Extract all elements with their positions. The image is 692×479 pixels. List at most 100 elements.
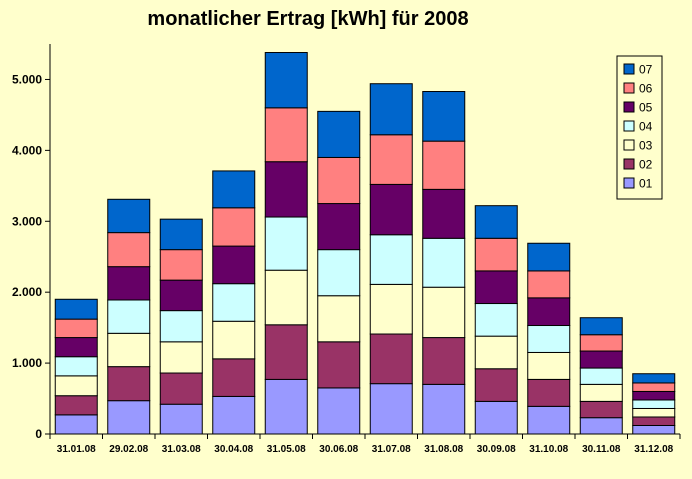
bar-segment-07 — [212, 170, 256, 209]
bar-segment-05 — [474, 270, 518, 305]
y-tick-label: 3.000 — [12, 214, 42, 228]
bar-segment-03 — [264, 269, 308, 326]
bar-segment-03 — [317, 295, 361, 343]
bar-segment-04 — [212, 283, 256, 322]
bar-segment-04 — [527, 325, 571, 353]
y-tick-label: 5.000 — [12, 72, 42, 86]
bar-segment-04 — [54, 356, 98, 377]
bar-segment-06 — [422, 140, 466, 190]
bar-segment-04 — [264, 216, 308, 271]
bar-segment-01 — [317, 387, 361, 435]
bar-segment-02 — [54, 395, 98, 416]
bar-segment-06 — [579, 334, 623, 352]
bar-segment-02 — [264, 324, 308, 380]
bar-segment-07 — [54, 298, 98, 320]
bar-segment-01 — [579, 417, 623, 435]
bar-segment-03 — [579, 383, 623, 402]
legend-swatch-06 — [623, 82, 635, 94]
bar-segment-03 — [369, 283, 413, 335]
bar-segment-05 — [527, 297, 571, 327]
x-tick-label: 31.01.08 — [57, 444, 96, 455]
legend-swatch-07 — [623, 63, 635, 75]
bar-segment-03 — [54, 375, 98, 397]
bar-segment-06 — [317, 156, 361, 205]
bar-segment-01 — [369, 383, 413, 435]
bar-segment-01 — [212, 395, 256, 435]
bar-segment-03 — [159, 341, 203, 374]
bar-segment-07 — [264, 52, 308, 109]
bar-segment-07 — [579, 317, 623, 336]
bar-segment-07 — [474, 205, 518, 239]
bar-segment-02 — [632, 416, 676, 426]
bar-segment-01 — [527, 405, 571, 435]
bar-segment-04 — [422, 237, 466, 288]
bar-segment-03 — [212, 320, 256, 360]
legend-swatch-04 — [623, 120, 635, 132]
bar-segment-03 — [474, 335, 518, 370]
bar-segment-02 — [159, 372, 203, 405]
bar-segment-06 — [369, 134, 413, 185]
x-tick-label: 29.02.08 — [109, 444, 148, 455]
legend-label-04: 04 — [639, 120, 653, 134]
bar-segment-05 — [317, 203, 361, 251]
legend-swatch-05 — [623, 101, 635, 113]
y-tick-label: 2.000 — [12, 285, 42, 299]
bar-segment-02 — [212, 358, 256, 397]
x-tick-label: 31.07.08 — [372, 444, 411, 455]
bar-segment-05 — [422, 188, 466, 239]
bar-segment-04 — [632, 399, 676, 409]
bar-segment-01 — [632, 424, 676, 435]
bar-segment-01 — [107, 400, 151, 435]
legend-swatch-01 — [623, 177, 635, 189]
bar-segment-04 — [369, 234, 413, 285]
bar-segment-05 — [369, 183, 413, 236]
bar-segment-04 — [317, 249, 361, 297]
bar-segment-02 — [107, 366, 151, 402]
bar-segment-06 — [632, 382, 676, 392]
bar-segment-07 — [107, 198, 151, 234]
bar-segment-03 — [632, 407, 676, 418]
bar-segment-01 — [159, 403, 203, 435]
bar-segment-05 — [632, 390, 676, 401]
x-tick-label: 30.11.08 — [582, 444, 621, 455]
x-tick-label: 31.08.08 — [424, 444, 463, 455]
bar-segment-05 — [579, 350, 623, 369]
bar-segment-07 — [317, 110, 361, 158]
legend-label-06: 06 — [639, 82, 653, 96]
bar-segment-01 — [474, 400, 518, 435]
bar-segment-06 — [159, 249, 203, 281]
bar-segment-05 — [159, 279, 203, 312]
x-tick-label: 31.10.08 — [529, 444, 568, 455]
legend-label-05: 05 — [639, 101, 653, 115]
legend-label-02: 02 — [639, 158, 653, 172]
bar-segment-07 — [369, 83, 413, 136]
x-tick-label: 31.05.08 — [267, 444, 306, 455]
bar-segment-05 — [212, 245, 256, 285]
bar-segment-05 — [107, 266, 151, 301]
bar-segment-02 — [474, 368, 518, 402]
bar-segment-02 — [317, 341, 361, 389]
bar-segment-06 — [264, 107, 308, 163]
bar-segment-07 — [422, 91, 466, 142]
chart-title: monatlicher Ertrag [kWh] für 2008 — [147, 8, 469, 30]
bar-segment-06 — [54, 318, 98, 339]
bar-segment-07 — [632, 373, 676, 384]
y-tick-label: 4.000 — [12, 143, 42, 157]
legend-label-07: 07 — [639, 63, 653, 77]
bar-segment-02 — [579, 400, 623, 419]
bar-segment-01 — [264, 378, 308, 435]
x-tick-label: 30.04.08 — [214, 444, 253, 455]
bar-segment-03 — [107, 332, 151, 368]
bar-segment-04 — [159, 310, 203, 343]
bar-segment-03 — [422, 286, 466, 339]
legend-label-03: 03 — [639, 139, 653, 153]
bar-segment-07 — [527, 242, 571, 272]
y-tick-label: 1.000 — [12, 356, 42, 370]
x-tick-label: 31.12.08 — [634, 444, 673, 455]
bar-segment-06 — [527, 270, 571, 299]
x-tick-label: 31.03.08 — [162, 444, 201, 455]
bar-segment-06 — [212, 207, 256, 247]
bar-segment-01 — [422, 383, 466, 435]
bar-segment-05 — [264, 161, 308, 218]
